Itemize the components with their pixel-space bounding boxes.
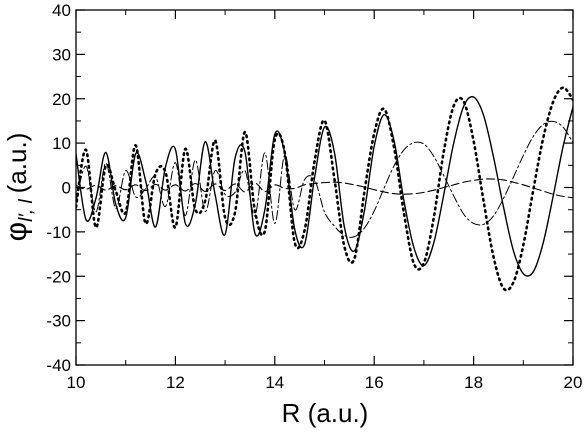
series-line-dashed: [76, 178, 573, 199]
x-tick-label: 18: [464, 373, 483, 392]
y-axis-title-symbol: φ: [0, 222, 33, 241]
x-tick-label: 12: [166, 373, 185, 392]
y-tick-label: -20: [46, 267, 71, 286]
series-layer: [76, 86, 573, 292]
y-tick-label: 20: [52, 90, 71, 109]
x-tick-label: 10: [67, 373, 86, 392]
y-axis-title-units: (a.u.): [2, 133, 32, 194]
y-tick-label: 0: [62, 179, 71, 198]
series-line-dash-dot: [76, 120, 573, 238]
x-tick-label: 14: [265, 373, 284, 392]
x-axis: 10 12 14 16 18 20: [67, 10, 583, 392]
x-tick-label: 16: [365, 373, 384, 392]
series-line-solid: [76, 95, 573, 277]
x-tick-label: 20: [564, 373, 583, 392]
y-axis-title-subscript: l′, l: [16, 199, 37, 222]
y-tick-label: -10: [46, 223, 71, 242]
plot-frame: [75, 9, 574, 366]
series-line-dotted: [76, 86, 573, 292]
svg-text:φl′, l(a.u.): φl′, l (a.u.): [0, 133, 37, 242]
y-axis: -40 -30 -20 -10 0 10 20 30 40: [46, 1, 573, 375]
y-tick-label: 30: [52, 45, 71, 64]
y-tick-label: -30: [46, 312, 71, 331]
y-tick-label: -40: [46, 356, 71, 375]
x-axis-title: R (a.u.): [282, 398, 369, 428]
y-axis-title: φl′, l (a.u.): [0, 133, 37, 242]
y-tick-label: 40: [52, 1, 71, 20]
y-tick-label: 10: [52, 134, 71, 153]
